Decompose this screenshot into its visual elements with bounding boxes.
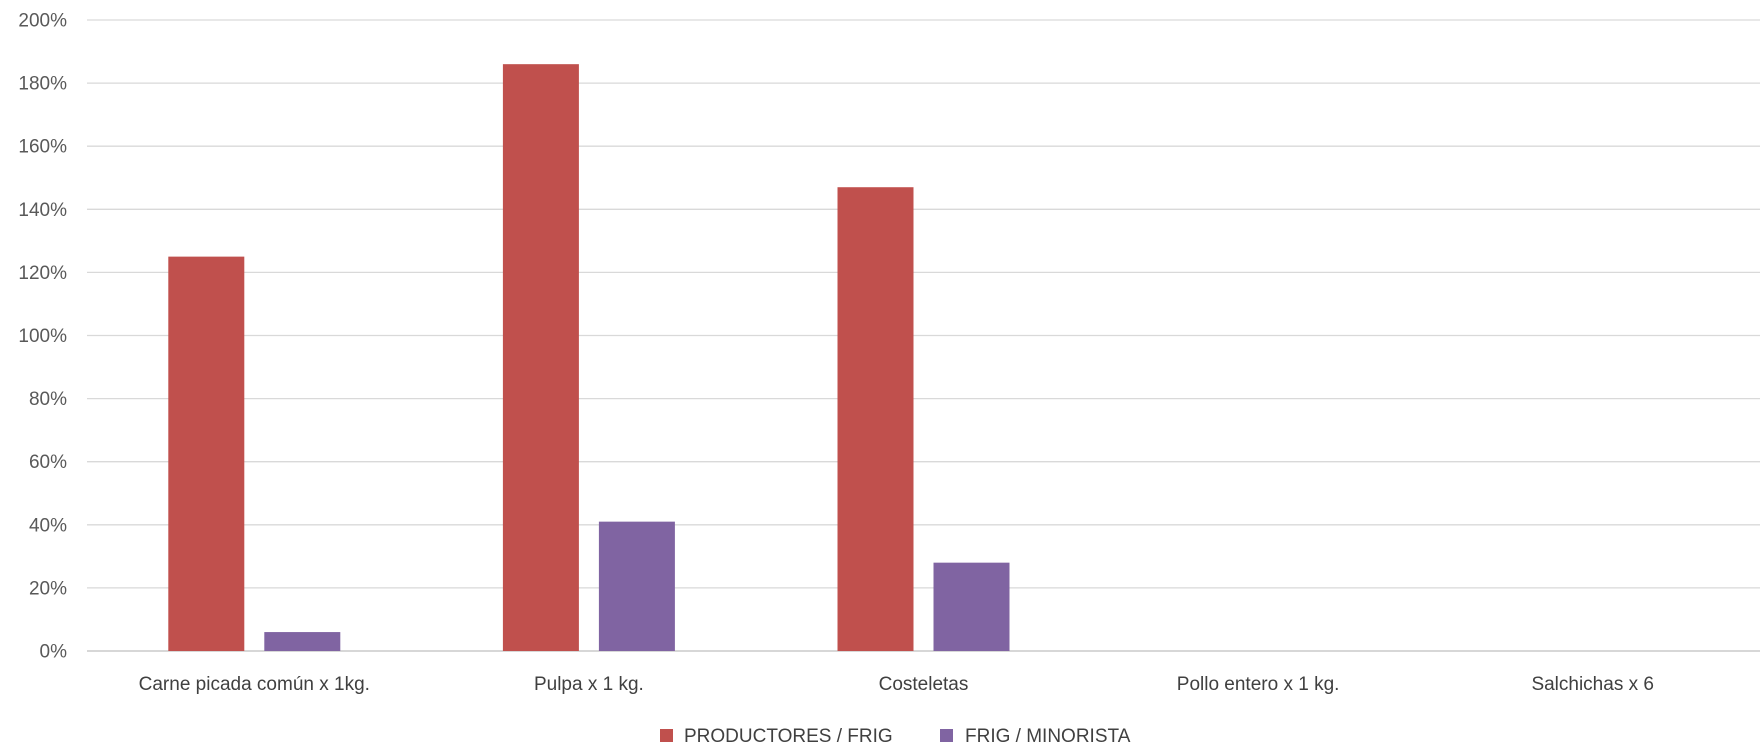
gridlines [87, 19, 1760, 652]
y-tick-label: 60% [29, 452, 67, 473]
bar-frig-minorista [933, 562, 1010, 651]
bar-frig-minorista [598, 521, 675, 651]
bar-productores-frig [168, 256, 245, 651]
y-tick-label: 20% [29, 578, 67, 599]
x-axis-category-labels: Carne picada común x 1kg. Pulpa x 1 kg. Co… [139, 674, 1654, 695]
y-tick-label: 160% [18, 137, 67, 158]
y-axis-tick-labels: 0% 20% 40% 60% 80% 100% 120% 140% 160% 180% 200% [18, 11, 67, 663]
x-category-label: Carne picada común x 1kg. [139, 674, 370, 695]
y-tick-label: 40% [29, 515, 67, 536]
y-tick-label: 80% [29, 389, 67, 410]
y-tick-label: 120% [18, 263, 67, 284]
x-category-label: Pollo entero x 1 kg. [1177, 674, 1340, 695]
bar-productores-frig [837, 187, 914, 651]
y-tick-label: 0% [40, 642, 68, 663]
legend: PRODUCTORES / FRIG FRIG / MINORISTA [660, 726, 1131, 747]
x-category-label: Salchichas x 6 [1531, 674, 1654, 695]
x-category-label: Costeletas [879, 674, 969, 695]
legend-label: FRIG / MINORISTA [965, 726, 1131, 747]
bar-productores-frig [502, 64, 579, 652]
bars [168, 64, 1010, 652]
legend-swatch [940, 729, 953, 742]
y-tick-label: 180% [18, 74, 67, 95]
y-tick-label: 100% [18, 326, 67, 347]
y-tick-label: 200% [18, 11, 67, 32]
bar-frig-minorista [264, 632, 341, 651]
legend-label: PRODUCTORES / FRIG [684, 726, 893, 747]
legend-swatch [660, 729, 673, 742]
y-tick-label: 140% [18, 200, 67, 221]
x-category-label: Pulpa x 1 kg. [534, 674, 644, 695]
